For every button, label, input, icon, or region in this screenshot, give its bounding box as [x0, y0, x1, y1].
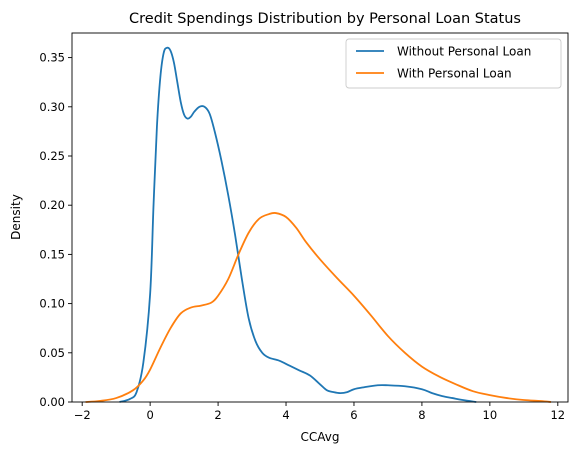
- legend-label-with-loan: With Personal Loan: [397, 67, 512, 81]
- y-tick-label: 0.10: [39, 297, 65, 311]
- x-tick-label: 0: [146, 408, 153, 422]
- y-axis: 0.00 0.05 0.10 0.15 0.20 0.25 0.30 0.35: [39, 51, 72, 409]
- x-axis-label: CCAvg: [301, 430, 340, 444]
- series-line-1: [85, 211, 552, 403]
- y-tick-label: 0.30: [39, 100, 65, 114]
- x-tick-label: 12: [550, 408, 565, 422]
- plot-area: [72, 33, 568, 402]
- x-tick-label: −2: [74, 408, 91, 422]
- x-tick-label: 4: [282, 408, 289, 422]
- legend: Without Personal Loan With Personal Loan: [345, 38, 562, 89]
- legend-box: [345, 38, 562, 89]
- x-tick-label: 6: [350, 408, 357, 422]
- y-tick-label: 0.20: [39, 198, 65, 212]
- y-tick-label: 0.25: [39, 149, 65, 163]
- x-tick-label: 2: [214, 408, 221, 422]
- legend-label-without-loan: Without Personal Loan: [397, 45, 531, 59]
- y-tick-label: 0.00: [39, 395, 65, 409]
- y-tick-label: 0.35: [39, 51, 65, 65]
- y-tick-label: 0.15: [39, 247, 65, 261]
- plot-frame: [71, 32, 569, 403]
- y-axis-label: Density: [9, 194, 23, 240]
- series-layer: [85, 46, 552, 403]
- y-tick-label: 0.05: [39, 346, 65, 360]
- x-axis: −2 0 2 4 6 8 10 12: [74, 402, 565, 422]
- chart-title: Credit Spendings Distribution by Persona…: [129, 11, 521, 27]
- series-line-0: [119, 46, 477, 403]
- x-tick-label: 10: [483, 408, 498, 422]
- x-tick-label: 8: [418, 408, 425, 422]
